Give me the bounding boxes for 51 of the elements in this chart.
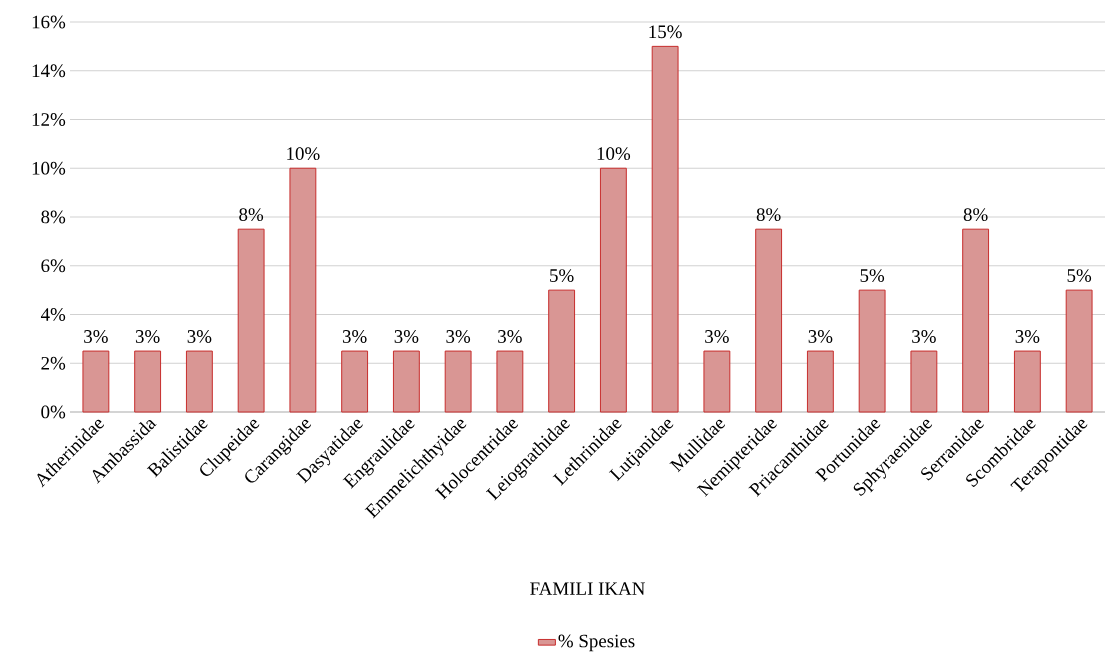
bar (806, 350, 834, 413)
bar (548, 289, 576, 413)
y-tick-label: 10% (32, 161, 66, 175)
bar (289, 167, 317, 413)
bar (599, 167, 627, 413)
bar (341, 350, 369, 413)
data-label: 3% (808, 330, 833, 343)
y-tick-label: 14% (32, 64, 66, 78)
legend-label: % Spesies (558, 634, 635, 652)
bar (82, 350, 110, 413)
data-label: 8% (963, 208, 988, 222)
data-label: 10% (287, 147, 320, 161)
data-label: 3% (187, 330, 212, 343)
data-label: 5% (550, 269, 574, 282)
x-axis-title: FAMILI IKAN (530, 582, 645, 595)
bar (703, 350, 731, 413)
y-tick-label: 12% (32, 113, 66, 126)
bar (1065, 289, 1093, 413)
y-tick-label: 4% (40, 308, 66, 321)
y-tick-label: 2% (41, 356, 66, 370)
bar (444, 350, 472, 413)
data-label: 3% (394, 330, 419, 343)
data-label: 5% (860, 269, 885, 282)
bar (185, 350, 213, 413)
y-tick-label: 8% (41, 210, 66, 224)
data-label: 3% (84, 330, 108, 343)
bar (1013, 350, 1041, 413)
data-label: 3% (705, 330, 729, 343)
bar (651, 45, 679, 413)
data-label: 15% (649, 25, 682, 39)
data-label: 3% (446, 330, 471, 343)
data-label: 3% (1015, 330, 1040, 343)
data-label: 3% (912, 330, 936, 343)
bar (237, 228, 265, 413)
y-tick-label: 16% (32, 15, 66, 29)
data-label: 10% (597, 147, 631, 161)
bar (962, 228, 990, 413)
bar (858, 289, 886, 413)
data-label: 8% (239, 208, 264, 222)
y-tick-label: 0% (41, 405, 66, 419)
bar (755, 228, 783, 413)
data-label: 3% (342, 330, 367, 343)
bar (134, 350, 162, 413)
data-label: 8% (756, 208, 781, 222)
data-label: 3% (135, 330, 160, 343)
y-tick-label: 6% (41, 259, 66, 273)
bar (496, 350, 524, 413)
data-label: 5% (1067, 269, 1092, 282)
data-label: 3% (498, 330, 522, 343)
bar (392, 350, 420, 413)
bar (910, 350, 938, 413)
